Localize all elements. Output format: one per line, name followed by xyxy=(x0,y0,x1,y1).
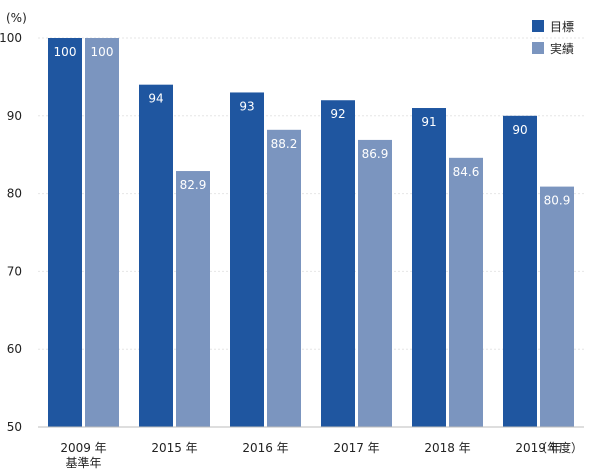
bar-actual xyxy=(358,139,392,427)
data-label: 93 xyxy=(239,99,254,113)
bar-target xyxy=(48,38,82,427)
data-label: 84.6 xyxy=(453,165,480,179)
data-label: 88.2 xyxy=(271,137,298,151)
legend: 目標 実績 xyxy=(532,20,574,56)
data-label: 91 xyxy=(421,115,436,129)
gridlines xyxy=(38,37,584,350)
y-tick-label: 90 xyxy=(7,109,22,123)
data-label: 86.9 xyxy=(362,147,389,161)
y-axis: (%) 50 60 70 80 90 100 xyxy=(0,11,27,434)
y-tick-label: 50 xyxy=(7,420,22,434)
bar-actual xyxy=(449,157,483,427)
y-tick-label: 60 xyxy=(7,342,22,356)
bar-actual xyxy=(85,38,119,427)
x-tick-sublabel: 基準年 xyxy=(65,455,101,470)
data-label: 92 xyxy=(330,107,345,121)
data-label: 94 xyxy=(148,92,163,106)
bar-target xyxy=(321,100,355,428)
x-tick-label: 2017 年 xyxy=(333,441,379,455)
x-unit-label: （年度） xyxy=(535,440,583,455)
x-tick-label: 2016 年 xyxy=(242,441,288,455)
x-tick-label: 2019 年 xyxy=(515,441,561,455)
bar-actual xyxy=(267,129,301,427)
y-tick-label: 80 xyxy=(7,187,22,201)
bar-actual xyxy=(176,171,210,427)
y-tick-label: 100 xyxy=(0,31,22,45)
legend-swatch-actual xyxy=(532,42,544,54)
bar-target xyxy=(139,84,173,428)
bar-target xyxy=(412,108,446,428)
y-tick-label: 70 xyxy=(7,264,22,278)
data-label: 80.9 xyxy=(544,194,571,208)
legend-label-target: 目標 xyxy=(550,20,574,34)
data-label: 100 xyxy=(91,45,114,59)
legend-swatch-target xyxy=(532,20,544,32)
data-label: 90 xyxy=(512,123,527,137)
bar-actual xyxy=(540,186,574,427)
bars: 100 100 94 82.9 93 88.2 92 86.9 91 84.6 90 80.9 xyxy=(48,38,574,428)
data-label: 82.9 xyxy=(180,178,207,192)
legend-label-actual: 実績 xyxy=(550,41,574,56)
x-tick-label: 2018 年 xyxy=(424,441,470,455)
x-tick-label: 2015 年 xyxy=(151,441,197,455)
y-unit-label: (%) xyxy=(6,11,27,25)
x-tick-label: 2009 年 xyxy=(60,441,106,455)
bar-target xyxy=(230,92,264,428)
bar-target xyxy=(503,115,537,428)
data-label: 100 xyxy=(54,45,77,59)
